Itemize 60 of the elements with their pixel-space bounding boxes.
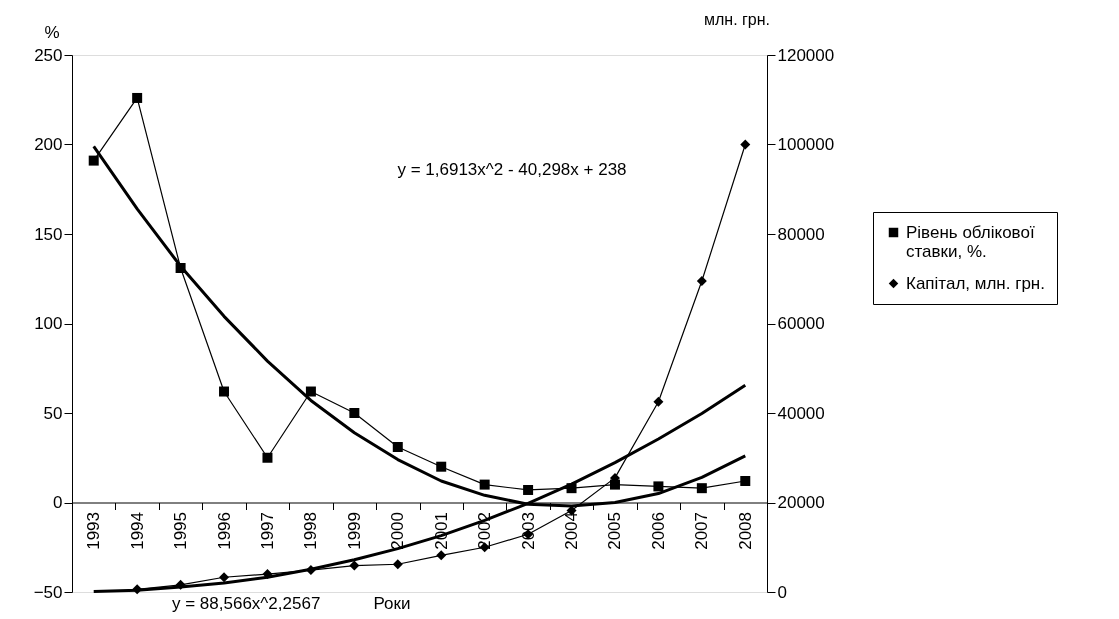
x-tick-label: 2000: [388, 512, 408, 550]
y-tick-label: 150: [34, 224, 63, 244]
point: [436, 461, 447, 472]
point: [653, 396, 664, 407]
x-tick-label: 1999: [344, 512, 364, 550]
point: [305, 386, 316, 397]
point: [349, 560, 360, 571]
point: [392, 442, 403, 453]
x-tick-label: 1998: [301, 512, 321, 550]
y-tick-label: 250: [34, 45, 63, 65]
point: [696, 483, 707, 494]
y-tick-label: −50: [33, 582, 63, 602]
y-tick-label: 50: [43, 403, 63, 423]
point: [740, 476, 751, 487]
x-tick-label: 2007: [692, 512, 712, 550]
y2-tick-label: 60000: [777, 314, 825, 333]
point: [219, 572, 230, 583]
y2-tick-label: 120000: [777, 45, 835, 65]
y2-tick-label: 0: [777, 582, 787, 602]
y-tick-label: 0: [53, 493, 63, 512]
point: [653, 481, 664, 492]
point: [740, 139, 751, 150]
x-tick-label: 1996: [214, 512, 234, 550]
point: [88, 155, 99, 166]
point: [696, 275, 707, 286]
y2-tick-label: 20000: [777, 493, 825, 512]
y-tick-label: 100: [34, 314, 63, 333]
x-tick-label: 1997: [257, 512, 277, 550]
point: [175, 263, 186, 274]
point: [132, 584, 143, 595]
point: [479, 479, 490, 490]
legend-label: Рівень облікової ставки, %.: [906, 222, 1035, 261]
point: [392, 559, 403, 570]
x-tick-label: 1993: [84, 512, 104, 550]
text: y = 88,566x^2,2567: [172, 594, 321, 613]
y2-tick-label: 100000: [777, 135, 835, 154]
x-tick-label: 1995: [171, 512, 191, 550]
y2-axis-title: млн. грн.: [703, 11, 771, 28]
point: [175, 579, 186, 590]
point: [609, 479, 620, 490]
y-tick-label: 200: [34, 135, 63, 154]
x-tick-label: 2004: [562, 512, 582, 550]
point: [262, 569, 273, 580]
x-tick-label: 2006: [648, 512, 668, 550]
point: [262, 452, 273, 463]
x-tick-label: 2008: [735, 512, 755, 550]
point: [523, 484, 534, 495]
x-tick-label: 2001: [431, 512, 451, 550]
y2-tick-label: 80000: [777, 224, 825, 244]
annotation: y = 1,6913x^2 - 40,298x + 238: [397, 160, 627, 179]
point: [349, 408, 360, 418]
point: [219, 386, 230, 397]
y-axis-title: %: [44, 23, 60, 42]
legend-label: Капітал, млн. грн.: [906, 273, 1045, 293]
x-axis-title: Роки: [373, 594, 411, 613]
y2-tick-label: 40000: [777, 403, 825, 423]
x-tick-label: 1994: [127, 512, 147, 550]
x-tick-label: 2005: [605, 512, 625, 550]
point: [436, 550, 447, 561]
point: [132, 92, 143, 103]
